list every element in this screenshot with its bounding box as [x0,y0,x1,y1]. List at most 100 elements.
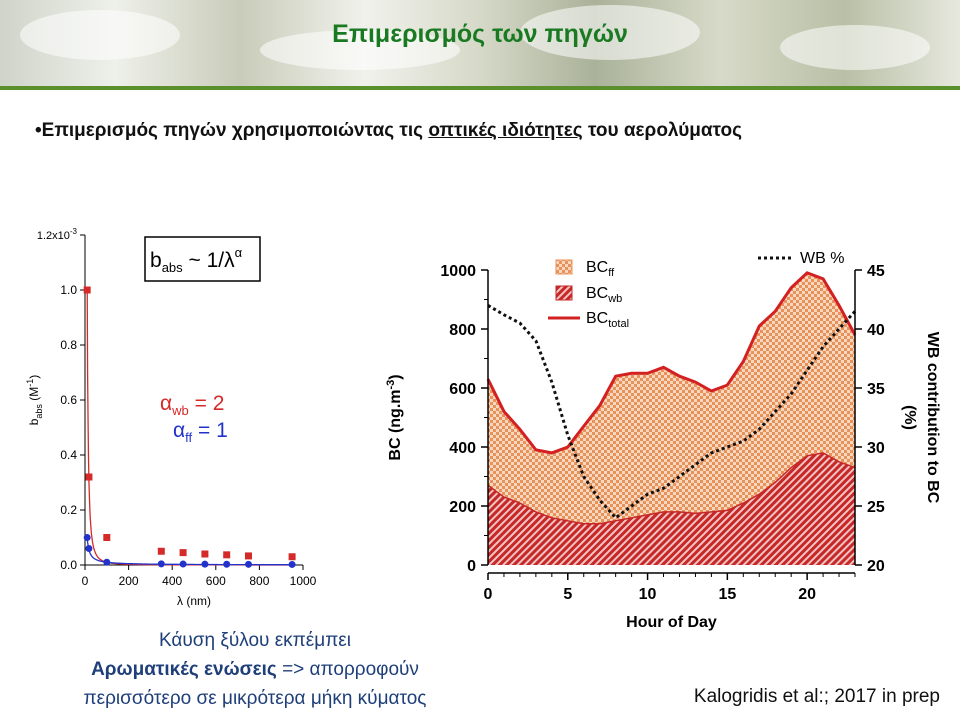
alpha-wb-label: αwb = 2 [160,392,224,418]
y2-tick-label: 45 [867,263,885,280]
caption-line-1: Κάυση ξύλου εκπέμπει [158,630,352,651]
y-tick-label: 600 [449,381,476,398]
ff-marker [157,560,165,568]
x-tick-label: 800 [249,574,269,588]
formula-rest: ~ 1/λ [183,249,235,272]
ff-marker [85,545,93,552]
y-label-exp: -3 [385,380,397,390]
ff-marker [245,560,252,568]
y2-tick-label: 40 [867,322,885,339]
y-top-tick-exp: -3 [70,227,78,236]
alpha-wb-symbol: α [160,392,172,415]
wb-pct-line [487,304,857,520]
wb-marker [223,551,231,559]
y2-axis-label: WB contribution to BC [924,332,941,504]
alpha-ff-label: αff = 1 [173,419,228,445]
y-tick-label: 0.6 [60,393,77,407]
y-tick-label: 1.0 [60,283,77,297]
formula-sub: abs [162,260,183,275]
legend-ff-main: BC [586,259,608,276]
legend-wb-swatch [555,285,573,301]
legend-total-main: BC [586,310,608,327]
bullet-emphasis: οπτικές ιδιότητες [428,120,583,141]
x-tick-label: 15 [718,586,736,603]
y-top-tick-base: 1.2x10 [37,230,70,242]
alpha-ff-sub: ff [185,430,192,445]
bc-labels: 0 200 400 600 800 1000 20 25 30 35 40 45 0 5 10 15 20 Hou… [385,250,941,631]
wb-marker [201,550,209,558]
caption-bold: Αρωματικές ενώσεις [91,659,277,680]
wb-marker [83,286,91,294]
legend-wbpct-label: WB % [800,250,844,267]
formula-main: b [150,249,162,272]
x-tick-label: 10 [639,586,657,603]
absorption-series [83,286,296,568]
x-tick-label: 400 [162,574,182,588]
formula-box [144,236,261,282]
legend-total-sub: total [608,318,629,330]
y2-tick-label: 30 [867,440,885,457]
alpha-wb-value: = 2 [189,392,225,415]
bullet-prefix: •Επιμερισμός πηγών χρησιμοποιώντας τις [35,120,429,141]
legend-ff-label: BCff [586,259,615,279]
y-tick-label: 0 [467,558,476,575]
title-divider [0,86,960,90]
y-axis-label: BC (ng.m-3) [385,374,404,460]
legend-wb-main: BC [586,285,608,302]
y2-tick-label: 25 [867,499,885,516]
x-tick-label: 0 [82,574,89,588]
caption-line-2: Αρωματικές ενώσεις => απορροφούν [40,655,470,684]
y-label-sub: abs [34,404,44,419]
bc-wb-area [488,452,855,565]
title-banner [0,0,960,86]
formula-exp: α [235,245,243,260]
ff-marker [201,560,209,568]
y-label-main: BC (ng.m [387,390,404,461]
y-tick-label: 0.0 [60,558,77,572]
x-tick-label: 5 [563,586,572,603]
x-tick-label: 20 [798,586,816,603]
ff-marker [288,560,296,568]
y-tick-label: 400 [449,440,476,457]
x-tick-label: 600 [206,574,226,588]
caption-line-3: περισσότερο σε μικρότερα μήκη κύματος [83,688,427,709]
alpha-ff-symbol: α [173,419,185,442]
y2-tick-label: 20 [867,558,885,575]
y-tick-label: 1000 [440,263,476,280]
y-tick-label: 0.4 [60,448,77,462]
alpha-wb-sub: wb [171,403,189,418]
y-top-tick-label: 1.2x10-3 [37,227,78,242]
legend-total-label: BCtotal [586,310,629,330]
ff-marker [223,560,231,568]
y2-axis-label-unit: (%) [901,405,918,430]
alpha-ff-value: = 1 [192,419,228,442]
y-label-unit: (M [27,387,41,404]
y-tick-label: 200 [449,499,476,516]
absorption-labels: 0.0 0.2 0.4 0.6 0.8 1.0 1.2x10-3 0 200 400 600 800 1… [25,227,317,608]
wb-fit-curve [86,289,293,566]
y-tick-label: 0.8 [60,338,77,352]
wb-marker [288,553,296,561]
x-axis-label: Hour of Day [626,614,717,631]
bc-axes [481,256,862,580]
bc-areas [486,271,857,565]
slide-title: Επιμερισμός των πηγών [332,20,628,48]
bc-hourly-chart: 0 200 400 600 800 1000 20 25 30 35 40 45 0 5 10 15 20 Hou… [385,250,941,631]
wb-marker [245,552,252,560]
wb-marker [157,547,165,555]
y-label-exp: -1 [25,379,35,387]
caption-line-2-rest: => απορροφούν [276,659,419,680]
y2-tick-label: 35 [867,381,885,398]
bullet-point: •Επιμερισμός πηγών χρησιμοποιώντας τις ο… [35,116,795,146]
x-tick-label: 1000 [290,574,317,588]
y-tick-label: 0.2 [60,503,77,517]
citation: Kalogridis et al:; 2017 in prep [693,686,940,707]
legend-ff-sub: ff [608,267,615,279]
wb-marker [85,473,93,481]
x-tick-label: 200 [119,574,139,588]
x-tick-label: 0 [484,586,493,603]
y-label-main: b [27,418,41,425]
legend-wb-sub: wb [607,293,622,305]
caption: Κάυση ξύλου εκπέμπει Αρωματικές ενώσεις … [40,626,470,713]
y-axis-label: babs (M-1) [25,375,44,426]
